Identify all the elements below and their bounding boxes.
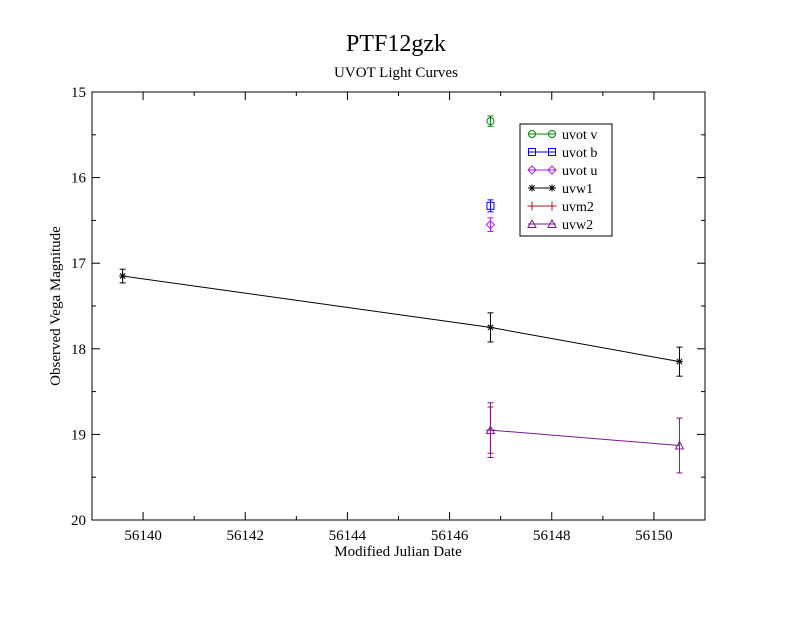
series-line — [122, 275, 680, 363]
legend-label: uvw2 — [562, 218, 593, 233]
legend-marker — [547, 201, 557, 211]
x-tick-label: 56140 — [124, 528, 162, 544]
data-point — [674, 440, 685, 450]
legend-marker — [528, 130, 536, 138]
legend-item: uvot u — [527, 164, 597, 179]
chart-title: PTF12gzk — [346, 31, 446, 57]
series-uvot-v — [486, 115, 495, 127]
legend-box — [519, 123, 613, 237]
data-point — [486, 323, 494, 331]
series-uvw2 — [485, 402, 685, 474]
legend-label: uvm2 — [562, 200, 594, 215]
y-tick-label: 16 — [71, 171, 87, 187]
legend-label: uvot u — [562, 164, 597, 179]
chart-subtitle: UVOT Light Curves — [334, 65, 458, 81]
legend-item: uvw2 — [527, 218, 593, 233]
x-axis-label: Modified Julian Date — [334, 544, 462, 560]
y-tick-label: 18 — [71, 342, 86, 358]
error-bar — [676, 417, 683, 474]
legend-marker — [547, 218, 557, 228]
data-point — [675, 358, 683, 366]
legend-marker — [528, 148, 536, 156]
error-bar — [487, 217, 494, 233]
data-point — [119, 272, 127, 280]
series-uvw1 — [119, 268, 683, 377]
legend-marker — [548, 184, 556, 192]
x-tick-label: 56144 — [329, 528, 367, 544]
y-tick-label: 15 — [71, 85, 86, 101]
legend-marker — [528, 184, 536, 192]
legend-item: uvw1 — [528, 182, 593, 197]
x-tick-label: 56146 — [431, 528, 469, 544]
x-tick-label: 56148 — [533, 528, 571, 544]
series-uvot-u — [485, 217, 496, 233]
legend-item: uvm2 — [527, 200, 594, 215]
error-bar — [487, 402, 494, 459]
legend-label: uvot b — [562, 146, 597, 161]
data-point — [486, 117, 495, 126]
series-uvot-b — [486, 199, 495, 213]
legend-marker — [527, 165, 537, 175]
legend-marker — [527, 218, 537, 228]
y-tick-label: 19 — [71, 427, 86, 443]
x-tick-label: 56150 — [635, 528, 673, 544]
y-tick-label: 17 — [71, 256, 87, 272]
series-layer — [119, 115, 685, 474]
data-point — [485, 425, 496, 435]
plot-frame — [91, 91, 706, 521]
legend-marker — [527, 201, 537, 211]
legend-item: uvot v — [528, 128, 597, 143]
y-tick-label: 20 — [71, 513, 86, 529]
axes: 56140 56142 56144 56146 56148 56150 15 16 17 18 19… — [71, 85, 705, 544]
legend: uvot v uvot b uvot u uvw1 uvm2 uvw2 — [519, 123, 613, 237]
series-line — [490, 429, 680, 447]
error-bar — [487, 199, 494, 213]
data-point — [486, 201, 495, 210]
x-tick-label: 56142 — [227, 528, 265, 544]
legend-marker — [548, 148, 556, 156]
legend-marker — [548, 130, 556, 138]
legend-item: uvot b — [528, 146, 597, 161]
y-axis-label: Observed Vega Magnitude — [48, 226, 64, 386]
legend-label: uvot v — [562, 128, 597, 143]
legend-label: uvw1 — [562, 182, 593, 197]
legend-marker — [547, 165, 557, 175]
data-point — [485, 219, 496, 230]
